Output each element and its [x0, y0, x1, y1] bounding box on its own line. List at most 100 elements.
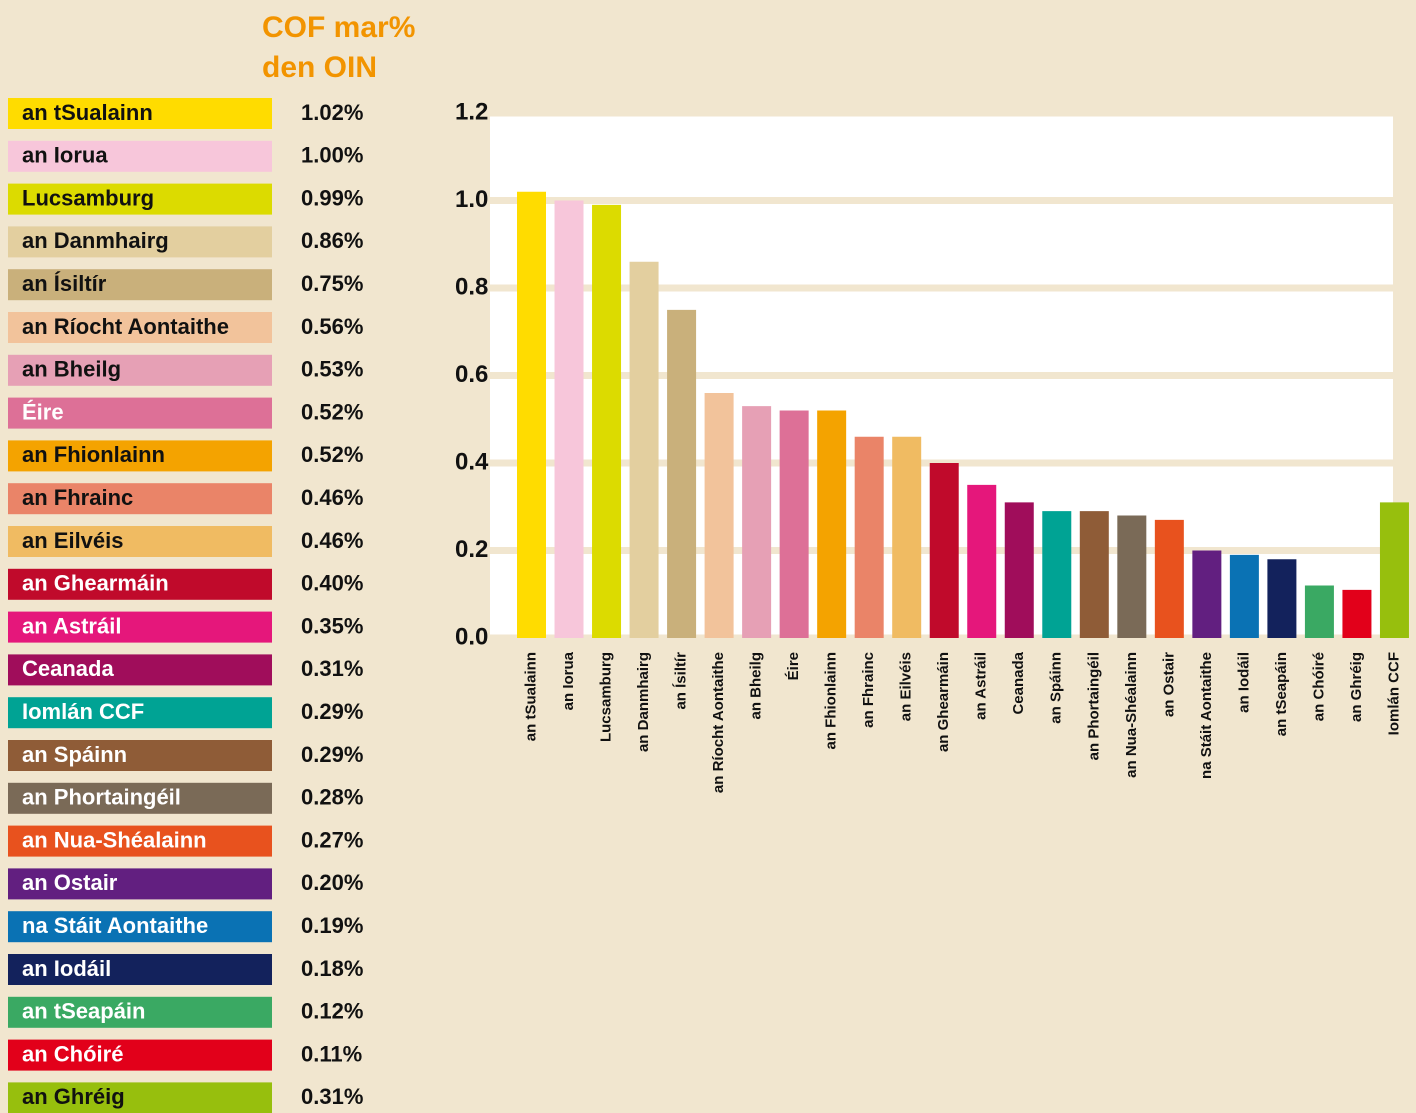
legend-label: an Eilvéis	[22, 528, 124, 553]
legend-swatch	[8, 740, 272, 771]
legend-label: an Ghréig	[22, 1084, 125, 1109]
x-tick-label: Lucsamburg	[598, 652, 615, 742]
legend-swatch	[8, 996, 272, 1028]
y-tick-label: 0.6	[455, 361, 488, 388]
bar	[1004, 502, 1034, 638]
legend-value: 0.53%	[301, 357, 363, 382]
legend-label: an Chóiré	[22, 1041, 123, 1066]
legend-value: 0.29%	[301, 742, 363, 767]
x-tick-label: na Stáit Aontaithe	[1198, 652, 1215, 779]
x-tick-label: an Fhrainc	[860, 652, 877, 728]
legend-swatch	[8, 226, 272, 258]
legend-label: an Astráil	[22, 613, 121, 638]
bar	[1342, 589, 1372, 638]
legend-value: 0.11%	[301, 1041, 362, 1066]
x-tick-label: an tSeapáin	[1273, 652, 1290, 736]
legend-swatch	[8, 825, 272, 857]
x-tick-label: an Fhionlainn	[823, 652, 840, 750]
y-tick-label: 1.2	[455, 98, 488, 125]
y-tick-label: 0.0	[455, 623, 488, 650]
y-tick-label: 0.8	[455, 273, 488, 300]
bar	[1229, 554, 1259, 638]
legend-value: 0.56%	[301, 314, 363, 339]
x-tick-label: Éire	[785, 652, 802, 680]
x-tick-label: Ceanada	[1010, 651, 1027, 714]
legend-value: 0.18%	[301, 956, 363, 981]
bar	[854, 436, 884, 638]
legend-label: an tSualainn	[22, 100, 153, 125]
legend-value: 0.46%	[301, 485, 363, 510]
legend-label: an Ríocht Aontaithe	[22, 314, 229, 339]
bar	[629, 261, 659, 638]
legend-swatch	[8, 654, 272, 686]
legend-swatch	[8, 611, 272, 643]
legend-swatch	[8, 1039, 272, 1071]
x-tick-label: an Spáinn	[1048, 652, 1065, 724]
legend-value: 0.46%	[301, 528, 363, 553]
x-tick-label: an Ríocht Aontaithe	[710, 652, 727, 793]
legend-label: Iomlán CCF	[22, 699, 144, 724]
legend-swatch	[8, 440, 272, 472]
x-tick-label: an Chóiré	[1310, 652, 1327, 721]
legend-swatch	[8, 697, 272, 729]
legend-label: an Iodáil	[22, 956, 111, 981]
legend-value: 0.52%	[301, 442, 363, 467]
legend-value: 0.27%	[301, 827, 363, 852]
bar	[1042, 511, 1072, 638]
legend-label: na Stáit Aontaithe	[22, 913, 208, 938]
bar	[929, 463, 959, 638]
legend-swatch	[8, 269, 272, 301]
x-tick-label: an Ghréig	[1348, 652, 1365, 722]
legend-value: 0.29%	[301, 699, 363, 724]
legend-label: Ceanada	[22, 656, 114, 681]
bar	[967, 484, 997, 638]
legend-value: 1.00%	[301, 143, 363, 168]
legend-swatch	[8, 1082, 272, 1113]
bar	[1192, 550, 1222, 638]
legend-swatch	[8, 312, 272, 343]
legend-swatch	[8, 954, 272, 985]
x-tick-label: an Ísiltír	[673, 652, 690, 710]
x-tick-label: an Ostair	[1160, 652, 1177, 717]
legend-swatch	[8, 183, 272, 215]
legend-value: 0.31%	[301, 1084, 363, 1109]
bar	[554, 200, 584, 638]
legend-value: 0.31%	[301, 656, 363, 681]
bar	[592, 204, 622, 638]
legend-value: 0.20%	[301, 870, 363, 895]
x-tick-label: an Astráil	[973, 652, 990, 720]
legend-label: Éire	[22, 399, 64, 424]
legend-label: an Ostair	[22, 870, 118, 895]
legend-swatch	[8, 568, 272, 600]
legend-value: 1.02%	[301, 100, 363, 125]
bar	[704, 393, 734, 638]
x-tick-label: an Nua-Shéalainn	[1123, 652, 1140, 778]
legend-value: 0.99%	[301, 185, 363, 210]
bar	[892, 436, 922, 638]
legend-swatch	[8, 868, 272, 900]
legend-value: 0.35%	[301, 613, 363, 638]
y-tick-label: 1.0	[455, 186, 488, 213]
legend-label: an Bheilg	[22, 357, 121, 382]
legend-value: 0.28%	[301, 785, 363, 810]
legend-label: an Nua-Shéalainn	[22, 827, 207, 852]
bar	[1154, 519, 1184, 638]
legend-value: 0.52%	[301, 399, 363, 424]
chart-title: COF mar% den OIN	[262, 11, 416, 84]
bar	[667, 309, 697, 638]
legend-label: an Phortaingéil	[22, 785, 181, 810]
legend-label: an tSeapáin	[22, 999, 145, 1024]
x-tick-label: an Ghearmáin	[935, 652, 952, 752]
legend-value: 0.19%	[301, 913, 363, 938]
legend-value: 0.75%	[301, 271, 363, 296]
legend-swatch	[8, 782, 272, 814]
legend-swatch	[8, 140, 272, 172]
legend-value: 0.40%	[301, 571, 363, 596]
bar	[1304, 585, 1334, 638]
legend-swatch	[8, 911, 272, 943]
x-tick-label: an Bheilg	[748, 652, 765, 720]
legend-swatch	[8, 397, 272, 429]
legend-value: 0.86%	[301, 228, 363, 253]
